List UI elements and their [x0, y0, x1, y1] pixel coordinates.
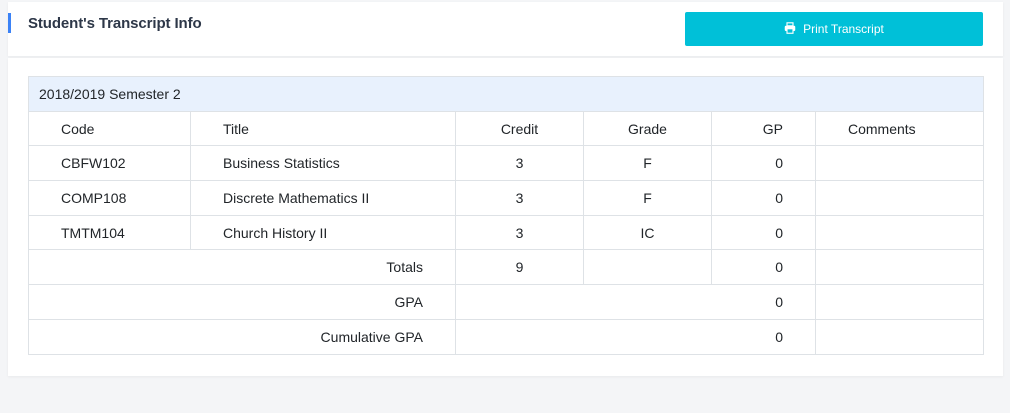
course-gp: 0: [711, 145, 816, 182]
totals-grade-cell: [583, 249, 712, 286]
course-comments: [815, 145, 984, 182]
gpa-value: 0: [455, 284, 816, 320]
totals-row: Totals 9 0: [28, 249, 984, 286]
course-credit: 3: [455, 145, 584, 182]
table-header-row: Code Title Credit Grade GP Comments: [28, 110, 984, 147]
cumulative-gpa-label: Cumulative GPA: [28, 318, 456, 355]
course-title: Discrete Mathematics II: [190, 180, 456, 216]
course-code: COMP108: [28, 180, 191, 216]
totals-gp: 0: [711, 249, 816, 286]
course-title: Church History II: [190, 214, 456, 251]
course-code: TMTM104: [28, 214, 191, 251]
gpa-row: GPA 0: [28, 284, 984, 320]
table-row: TMTM104 Church History II 3 IC 0: [28, 214, 984, 251]
totals-credit: 9: [455, 249, 584, 286]
totals-label: Totals: [28, 249, 456, 286]
header-accent-bar: [8, 13, 11, 33]
table-row: COMP108 Discrete Mathematics II 3 F 0: [28, 180, 984, 216]
course-comments: [815, 180, 984, 216]
cumulative-gpa-value: 0: [455, 318, 816, 355]
print-transcript-label: Print Transcript: [803, 22, 884, 36]
course-grade: F: [583, 180, 712, 216]
course-title: Business Statistics: [190, 145, 456, 182]
totals-comments-cell: [815, 249, 984, 286]
course-gp: 0: [711, 214, 816, 251]
print-transcript-button[interactable]: Print Transcript: [685, 12, 983, 46]
course-comments: [815, 214, 984, 251]
course-grade: F: [583, 145, 712, 182]
cumulative-gpa-comments-cell: [815, 318, 984, 355]
table-row: CBFW102 Business Statistics 3 F 0: [28, 145, 984, 182]
semester-label: 2018/2019 Semester 2: [28, 76, 984, 112]
course-gp: 0: [711, 180, 816, 216]
column-header-credit: Credit: [455, 110, 584, 147]
column-header-title: Title: [190, 110, 456, 147]
course-grade: IC: [583, 214, 712, 251]
gpa-comments-cell: [815, 284, 984, 320]
semester-header-row: 2018/2019 Semester 2: [28, 76, 984, 112]
column-header-grade: Grade: [583, 110, 712, 147]
page-title: Student's Transcript Info: [28, 15, 202, 32]
course-credit: 3: [455, 214, 584, 251]
column-header-code: Code: [28, 110, 191, 147]
cumulative-gpa-row: Cumulative GPA 0: [28, 318, 984, 355]
gpa-label: GPA: [28, 284, 456, 320]
transcript-table: 2018/2019 Semester 2 Code Title Credit G…: [28, 76, 984, 355]
printer-icon: [784, 21, 796, 37]
transcript-body-card: 2018/2019 Semester 2 Code Title Credit G…: [8, 58, 1003, 376]
course-code: CBFW102: [28, 145, 191, 182]
column-header-gp: GP: [711, 110, 816, 147]
course-credit: 3: [455, 180, 584, 216]
column-header-comments: Comments: [815, 110, 984, 147]
transcript-header-card: Student's Transcript Info Print Transcri…: [8, 2, 1003, 56]
